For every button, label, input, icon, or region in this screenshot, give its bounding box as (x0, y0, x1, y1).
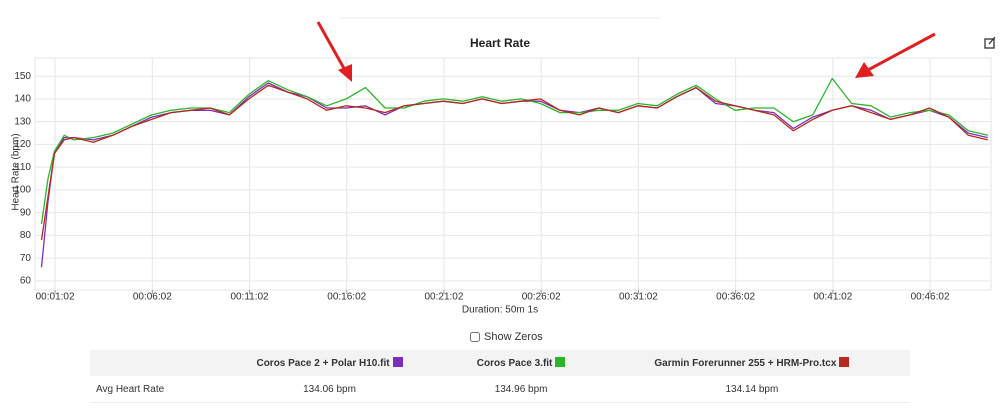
x-tick-label: 00:01:02 (36, 292, 75, 303)
y-tick-label: 120 (14, 139, 31, 150)
legend-label: Coros Pace 2 + Polar H10.fit (256, 358, 390, 369)
table-cell: 134.06 bpm (210, 376, 449, 403)
y-tick-label: 140 (14, 94, 31, 105)
legend-swatch (839, 357, 850, 367)
legend-entry: Garmin Forerunner 255 + HRM-Pro.tcx (593, 350, 910, 376)
table-cell: 134.14 bpm (593, 376, 910, 403)
summary-table: Coros Pace 2 + Polar H10.fit Coros Pace 3… (90, 350, 910, 403)
y-tick-label: 110 (15, 162, 31, 173)
chart: Heart Rate Heart Rate (bpm) Duration: 50… (11, 17, 996, 316)
table-row: Avg Heart Rate 134.06 bpm 134.96 bpm 134.14… (90, 376, 910, 403)
x-tick-label: 00:06:02 (133, 292, 172, 303)
legend-swatch (392, 357, 403, 367)
legend-swatch (555, 357, 566, 367)
y-tick-label: 70 (20, 253, 32, 264)
y-tick-label: 60 (20, 276, 32, 287)
x-tick-label: 00:21:02 (425, 292, 464, 303)
table-cell: 134.96 bpm (448, 376, 594, 403)
table-cell: Avg Heart Rate (90, 376, 211, 403)
y-tick-label: 80 (20, 230, 32, 241)
show-zeros[interactable]: Show Zeros (470, 331, 543, 343)
annotation-arrow (855, 32, 936, 78)
export-icon[interactable] (984, 36, 996, 49)
series-line (40, 84, 988, 241)
x-tick-label: 00:31:02 (619, 292, 658, 303)
chart-title: Heart Rate (470, 36, 530, 50)
annotation-arrow (316, 21, 352, 82)
x-tick-label: 00:26:02 (522, 292, 561, 303)
y-axis-label: Heart Rate (bpm) (11, 133, 22, 210)
legend-label: Garmin Forerunner 255 + HRM-Pro.tcx (654, 358, 837, 369)
plot-area (34, 57, 992, 291)
x-tick-label: 00:16:02 (327, 292, 366, 303)
legend-entry: Coros Pace 2 + Polar H10.fit (210, 350, 449, 376)
show-zeros-label: Show Zeros (484, 331, 543, 343)
x-axis-label: Duration: 50m 1s (462, 305, 538, 316)
x-tick-label: 00:41:02 (813, 292, 852, 303)
y-tick-label: 130 (14, 116, 31, 127)
show-zeros-checkbox[interactable] (470, 332, 480, 342)
header-blank (90, 350, 211, 376)
y-tick-label: 100 (14, 185, 31, 196)
y-tick-label: 90 (20, 207, 32, 218)
legend-entry: Coros Pace 3.fit (448, 350, 594, 376)
x-tick-label: 00:11:02 (230, 292, 269, 303)
x-tick-label: 00:36:02 (716, 292, 755, 303)
legend-label: Coros Pace 3.fit (476, 358, 553, 369)
y-tick-label: 150 (14, 71, 31, 82)
x-tick-label: 00:46:02 (911, 292, 950, 303)
series-line (40, 77, 988, 225)
